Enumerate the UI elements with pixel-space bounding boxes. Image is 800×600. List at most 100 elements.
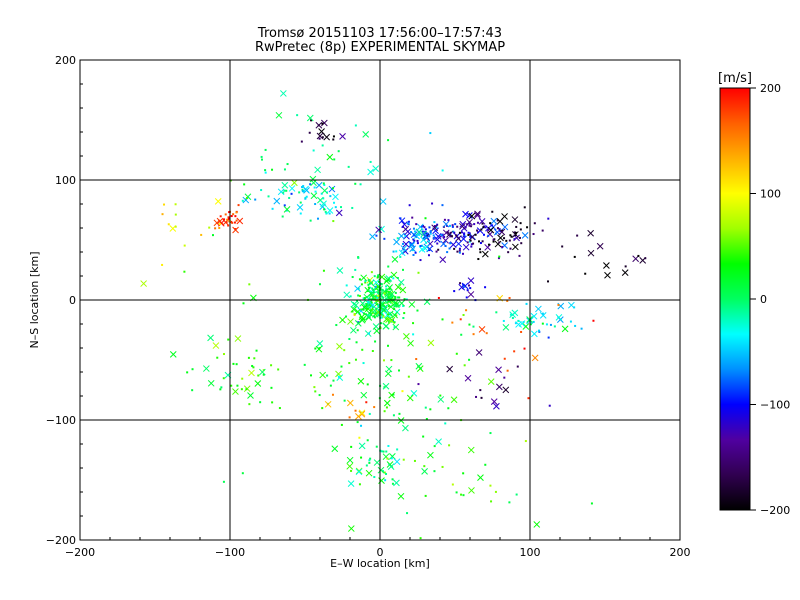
data-point-dot [232, 362, 235, 365]
data-point-cross [358, 409, 366, 417]
colorbar-tick-label: 100 [760, 188, 781, 201]
data-point-dot [347, 165, 350, 168]
data-point-cross [254, 380, 262, 387]
data-point-dot [584, 272, 587, 275]
data-point-dot [441, 169, 444, 172]
data-point-dot [393, 298, 396, 301]
data-point-cross [468, 233, 476, 241]
data-point-dot [413, 239, 416, 242]
data-point-dot [451, 225, 454, 228]
data-point-dot [236, 384, 239, 387]
data-point-dot [377, 274, 380, 277]
data-point-dot [167, 223, 170, 226]
data-point-dot [403, 312, 406, 315]
data-point-dot [303, 363, 306, 366]
data-point-dot [301, 188, 304, 191]
data-point-dot [423, 226, 426, 229]
data-point-dot [412, 238, 415, 241]
data-point-dot [557, 303, 560, 306]
data-point-dot [425, 232, 428, 235]
data-point-dot [340, 206, 343, 209]
data-point-dot [314, 347, 317, 350]
data-point-dot [453, 247, 456, 250]
data-point-cross [291, 179, 298, 187]
data-point-dot [264, 169, 267, 172]
data-point-dot [360, 456, 363, 459]
data-point-dot [532, 233, 535, 236]
y-tick-label: −100 [46, 414, 76, 427]
data-point-dot [451, 321, 454, 324]
data-point-dot [383, 292, 386, 295]
data-point-cross [316, 132, 324, 140]
data-point-cross [359, 315, 367, 323]
data-point-cross [487, 378, 495, 386]
data-point-cross [397, 279, 405, 286]
data-point-dot [468, 358, 471, 361]
data-point-dot [513, 238, 516, 241]
data-point-dot [524, 440, 527, 443]
x-tick-label: 200 [670, 546, 691, 559]
data-point-dot [468, 232, 471, 235]
data-point-dot [386, 296, 389, 299]
data-point-dot [299, 201, 302, 204]
data-point-dot [384, 293, 387, 296]
data-point-dot [305, 195, 308, 198]
data-point-dot [286, 163, 289, 166]
data-point-cross [401, 221, 408, 228]
data-point-dot [388, 287, 391, 290]
data-point-cross [446, 231, 453, 238]
data-point-cross [394, 283, 402, 291]
data-point-cross [531, 354, 539, 362]
data-point-dot [431, 202, 434, 205]
data-point-cross [367, 168, 374, 176]
data-point-dot [465, 309, 468, 312]
data-point-dot [369, 312, 372, 315]
data-point-dot [449, 224, 452, 227]
data-point-cross [207, 379, 215, 387]
data-point-dot [300, 140, 303, 143]
data-point-dot [501, 229, 504, 232]
data-point-dot [385, 450, 388, 453]
data-point-dot [368, 312, 371, 315]
data-point-dot [353, 313, 356, 316]
data-point-dot [406, 512, 409, 515]
data-point-dot [494, 232, 497, 235]
data-point-dot [332, 135, 335, 138]
data-point-dot [472, 242, 475, 245]
data-point-cross [202, 365, 210, 372]
data-point-dot [230, 384, 233, 387]
data-point-dot [365, 401, 368, 404]
data-point-dot [394, 297, 397, 300]
data-point-cross [273, 197, 281, 205]
data-point-dot [369, 298, 372, 301]
data-point-cross [324, 400, 332, 408]
data-point-dot [264, 148, 267, 151]
data-point-dot [510, 235, 513, 238]
data-point-dot [314, 390, 317, 393]
data-point-cross [372, 165, 380, 173]
data-point-dot [228, 211, 231, 214]
data-point-dot [214, 227, 217, 230]
data-point-dot [357, 321, 360, 324]
y-tick-label: 200 [55, 54, 76, 67]
data-point-dot [321, 122, 324, 125]
data-point-dot [481, 240, 484, 243]
data-point-cross [275, 111, 283, 119]
data-point-dot [368, 461, 371, 464]
data-point-dot [513, 350, 516, 353]
data-point-dot [283, 168, 286, 171]
data-point-dot [590, 502, 593, 505]
data-point-dot [463, 285, 466, 288]
data-point-cross [383, 399, 391, 407]
data-point-dot [407, 223, 410, 226]
data-point-dot [479, 248, 482, 251]
data-point-dot [323, 184, 326, 187]
data-point-cross [475, 349, 483, 356]
y-tick-label: 0 [69, 294, 76, 307]
data-point-dot [320, 192, 323, 195]
data-point-cross [247, 392, 254, 399]
data-point-dot [373, 476, 376, 479]
data-point-dot [470, 225, 473, 228]
data-point-dot [288, 196, 291, 199]
data-point-dot [454, 223, 457, 226]
